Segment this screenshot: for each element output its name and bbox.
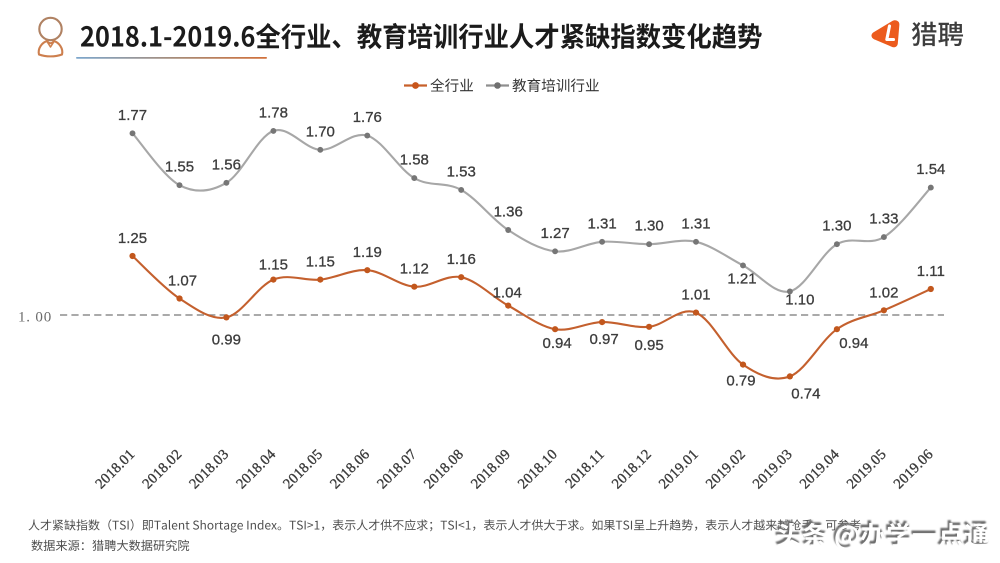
- svg-text:1.31: 1.31: [587, 215, 616, 232]
- svg-text:1.77: 1.77: [118, 107, 147, 124]
- svg-text:1.56: 1.56: [212, 156, 241, 173]
- svg-text:1.36: 1.36: [494, 204, 523, 221]
- svg-text:1.55: 1.55: [165, 159, 194, 176]
- svg-text:0.74: 0.74: [791, 385, 820, 402]
- svg-text:1.70: 1.70: [306, 123, 335, 140]
- svg-text:1.16: 1.16: [447, 251, 476, 268]
- svg-text:0.99: 0.99: [212, 331, 241, 348]
- svg-text:1.04: 1.04: [493, 285, 522, 302]
- svg-text:1.33: 1.33: [869, 211, 898, 228]
- svg-text:1.07: 1.07: [168, 273, 197, 290]
- svg-text:1.21: 1.21: [727, 270, 756, 287]
- svg-text:1.01: 1.01: [681, 287, 710, 304]
- svg-text:1.54: 1.54: [916, 161, 945, 178]
- svg-text:1.27: 1.27: [540, 225, 569, 242]
- svg-text:1.02: 1.02: [869, 284, 898, 301]
- svg-text:1.76: 1.76: [353, 109, 382, 126]
- svg-text:1.30: 1.30: [634, 218, 663, 235]
- svg-text:1.10: 1.10: [785, 291, 814, 308]
- svg-text:0.95: 0.95: [634, 337, 663, 354]
- svg-text:1.15: 1.15: [259, 257, 288, 274]
- svg-text:0.97: 0.97: [589, 331, 618, 348]
- svg-text:1.78: 1.78: [259, 104, 288, 121]
- svg-text:1.58: 1.58: [400, 152, 429, 169]
- svg-text:1.25: 1.25: [118, 230, 147, 247]
- svg-text:1.12: 1.12: [400, 261, 429, 278]
- svg-text:1.11: 1.11: [917, 263, 945, 280]
- svg-text:1.15: 1.15: [306, 254, 335, 271]
- svg-text:1. 00: 1. 00: [18, 310, 52, 326]
- svg-text:1.30: 1.30: [822, 218, 851, 235]
- svg-text:1.31: 1.31: [681, 215, 710, 232]
- svg-text:0.79: 0.79: [726, 373, 755, 390]
- svg-text:0.94: 0.94: [839, 335, 868, 352]
- svg-text:1.19: 1.19: [353, 244, 382, 261]
- svg-text:0.94: 0.94: [542, 335, 571, 352]
- svg-text:1.53: 1.53: [447, 163, 476, 180]
